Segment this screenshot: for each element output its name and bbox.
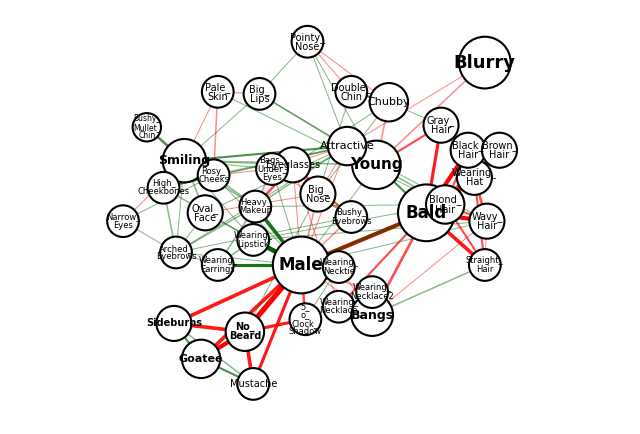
Circle shape <box>202 249 234 281</box>
Text: Straight_
Hair: Straight_ Hair <box>466 256 504 274</box>
Circle shape <box>237 368 269 400</box>
Text: Bald: Bald <box>406 204 447 222</box>
Circle shape <box>273 237 330 293</box>
Circle shape <box>148 172 179 204</box>
Circle shape <box>356 276 388 308</box>
Circle shape <box>328 127 366 165</box>
Text: Wearing_
Earrings: Wearing_ Earrings <box>198 256 237 274</box>
Circle shape <box>182 340 220 378</box>
Text: Smiling: Smiling <box>158 154 211 167</box>
Text: Wearing_
Hat: Wearing_ Hat <box>452 167 497 187</box>
Text: Double_
Chin: Double_ Chin <box>332 82 371 102</box>
Text: Blond_
Hair: Blond_ Hair <box>429 194 461 214</box>
Circle shape <box>323 291 355 322</box>
Text: Big_
Nose: Big_ Nose <box>306 184 330 204</box>
Text: Chubby: Chubby <box>367 97 410 107</box>
Text: High_
Cheekbones: High_ Cheekbones <box>138 179 189 197</box>
Circle shape <box>237 224 269 256</box>
Text: Rosy_
Cheeks: Rosy_ Cheeks <box>198 167 229 184</box>
Text: Mustache: Mustache <box>230 379 277 389</box>
Circle shape <box>256 153 288 185</box>
Text: Eyeglasses: Eyeglasses <box>266 160 320 170</box>
Text: No_
Beard: No_ Beard <box>228 322 261 342</box>
Circle shape <box>482 133 517 168</box>
Text: Black_
Hair: Black_ Hair <box>452 140 484 160</box>
Text: Wearing_
Necklace2: Wearing_ Necklace2 <box>350 283 394 301</box>
Text: 5_
o_
Clock_
Shadow: 5_ o_ Clock_ Shadow <box>289 302 322 336</box>
Circle shape <box>292 26 323 58</box>
Text: Wearing_
Necktie: Wearing_ Necktie <box>319 258 358 276</box>
Circle shape <box>398 184 455 241</box>
Circle shape <box>275 147 310 182</box>
Circle shape <box>156 306 191 341</box>
Text: Pale_
Skin: Pale_ Skin <box>205 82 230 102</box>
Text: Sideburns: Sideburns <box>146 319 202 329</box>
Text: Young: Young <box>350 158 403 172</box>
Circle shape <box>335 76 367 108</box>
Text: Goatee: Goatee <box>179 354 223 364</box>
Text: Pointy_
Nose: Pointy_ Nose <box>290 32 325 52</box>
Circle shape <box>163 139 206 182</box>
Circle shape <box>244 78 275 110</box>
Circle shape <box>107 205 139 237</box>
Circle shape <box>352 141 401 189</box>
Circle shape <box>469 249 500 281</box>
Circle shape <box>451 133 486 168</box>
Circle shape <box>469 204 504 239</box>
Circle shape <box>335 201 367 233</box>
Circle shape <box>289 303 321 335</box>
Circle shape <box>323 251 355 283</box>
Text: Brown_
Hair: Brown_ Hair <box>482 140 517 160</box>
Text: Gray_
Hair: Gray_ Hair <box>427 115 455 135</box>
Circle shape <box>351 294 393 336</box>
Circle shape <box>424 108 458 143</box>
Text: Wavy_
Hair: Wavy_ Hair <box>471 211 502 231</box>
Text: Narrow_
Eyes: Narrow_ Eyes <box>106 213 140 230</box>
Circle shape <box>198 159 230 191</box>
Text: Bushy_
Mullet_
Chin: Bushy_ Mullet_ Chin <box>133 115 161 140</box>
Circle shape <box>300 177 335 212</box>
Text: Big_
Lips: Big_ Lips <box>249 84 269 104</box>
Text: Wearing_
Lipstick: Wearing_ Lipstick <box>234 231 273 249</box>
Text: Bushy_
Eyebrows: Bushy_ Eyebrows <box>331 208 372 226</box>
Circle shape <box>160 237 192 268</box>
Text: Male: Male <box>279 256 324 274</box>
Circle shape <box>239 191 271 222</box>
Circle shape <box>202 76 234 108</box>
Text: Blurry: Blurry <box>454 53 516 72</box>
Circle shape <box>370 83 408 122</box>
Circle shape <box>188 195 223 230</box>
Circle shape <box>457 160 492 195</box>
Text: Oval_
Face: Oval_ Face <box>192 203 219 223</box>
Text: Attractive: Attractive <box>320 141 374 151</box>
Circle shape <box>226 312 264 351</box>
Text: Arched_
Eyebrows: Arched_ Eyebrows <box>156 244 196 261</box>
Text: Bangs: Bangs <box>351 309 394 322</box>
Circle shape <box>426 185 465 224</box>
Circle shape <box>132 113 161 141</box>
Circle shape <box>459 37 511 89</box>
Text: Heavy_
Makeup: Heavy_ Makeup <box>239 198 272 215</box>
Text: Wearing_
Necklace: Wearing_ Necklace <box>319 298 358 316</box>
Text: Bags_
Under_
Eyes: Bags_ Under_ Eyes <box>257 156 287 182</box>
